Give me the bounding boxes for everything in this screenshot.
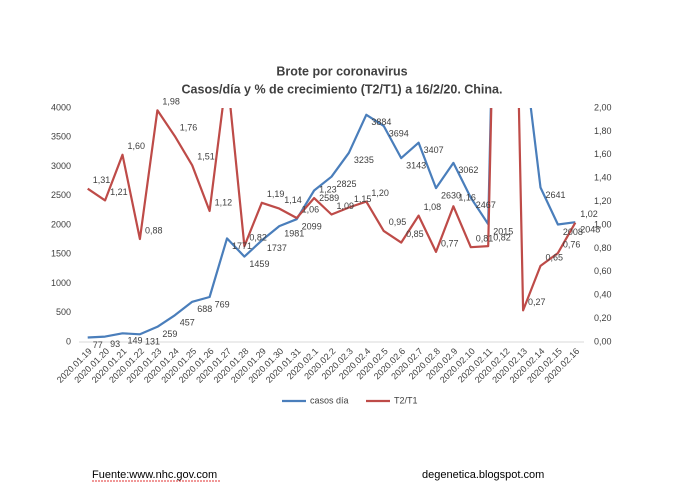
data-label: 1,14 xyxy=(284,195,302,205)
data-label: 1459 xyxy=(249,259,269,269)
data-label: 1737 xyxy=(267,243,287,253)
y2-tick-label: 0,60 xyxy=(594,266,612,276)
data-label: 1,98 xyxy=(162,97,180,107)
plot-area xyxy=(87,108,577,339)
data-label: 1,31 xyxy=(93,175,111,185)
data-label: 1,60 xyxy=(128,141,146,151)
data-label: 2825 xyxy=(337,179,357,189)
data-label: 1,76 xyxy=(180,122,198,132)
y-tick-label: 2000 xyxy=(51,219,71,229)
data-label: 1,51 xyxy=(197,152,215,162)
data-label: 1,02 xyxy=(580,209,598,219)
chart-subtitle: Casos/día y % de crecimiento (T2/T1) a 1… xyxy=(182,82,503,96)
legend-label: casos día xyxy=(310,395,349,405)
data-label: 1,16 xyxy=(458,193,476,203)
data-label: 688 xyxy=(197,304,212,314)
data-label: 2589 xyxy=(319,193,339,203)
y2-tick-label: 0,00 xyxy=(594,336,612,346)
data-label: 2008 xyxy=(563,227,583,237)
data-label: 0,95 xyxy=(389,217,407,227)
data-label: 2048 xyxy=(580,225,600,235)
y-tick-label: 3000 xyxy=(51,161,71,171)
data-label: 2630 xyxy=(441,191,461,201)
data-label: 0,77 xyxy=(441,238,459,248)
data-label: 1,15 xyxy=(354,194,372,204)
series-line xyxy=(87,108,576,339)
data-label: 3235 xyxy=(354,155,374,165)
y2-tick-label: 1,20 xyxy=(594,196,612,206)
y2-tick-label: 1,40 xyxy=(594,173,612,183)
data-label: 457 xyxy=(180,318,195,328)
data-label: 769 xyxy=(215,299,230,309)
data-label: 1,12 xyxy=(215,197,233,207)
data-label: 0,76 xyxy=(563,239,581,249)
data-label: 0,85 xyxy=(406,229,424,239)
data-label: 1771 xyxy=(232,241,252,251)
credit: degenetica.blogspot.com xyxy=(422,469,544,481)
data-label: 0,88 xyxy=(145,225,163,235)
y-tick-label: 0 xyxy=(66,336,71,346)
data-label: 1,20 xyxy=(371,188,389,198)
data-label: 131 xyxy=(145,337,160,347)
data-label: 149 xyxy=(128,336,143,346)
data-label: 1,19 xyxy=(267,189,285,199)
y2-tick-label: 0,20 xyxy=(594,313,612,323)
y-tick-label: 2500 xyxy=(51,190,71,200)
data-label: 77 xyxy=(93,340,103,350)
data-label: 0,81 xyxy=(476,234,494,244)
data-label: 0,82 xyxy=(493,232,511,242)
data-label: 259 xyxy=(162,329,177,339)
y2-tick-label: 1,60 xyxy=(594,149,612,159)
data-label: 0,27 xyxy=(528,297,546,307)
data-label: 1,09 xyxy=(337,201,355,211)
data-label: 2099 xyxy=(302,222,322,232)
data-label: 3062 xyxy=(458,165,478,175)
y-tick-label: 4000 xyxy=(51,102,71,112)
data-label: 3884 xyxy=(371,117,391,127)
data-label: 1981 xyxy=(284,228,304,238)
y-tick-label: 500 xyxy=(56,307,71,317)
y-tick-label: 1000 xyxy=(51,278,71,288)
y2-tick-label: 0,40 xyxy=(594,290,612,300)
data-label: 2015 xyxy=(493,226,513,236)
y-tick-label: 3500 xyxy=(51,132,71,142)
data-label: 3143 xyxy=(406,161,426,171)
source: Fuente:www.nhc.gov.com xyxy=(92,469,217,481)
data-label: 1,21 xyxy=(110,187,128,197)
data-label: 93 xyxy=(110,339,120,349)
data-label: 3407 xyxy=(424,145,444,155)
y2-tick-label: 2,00 xyxy=(594,102,612,112)
y2-tick-label: 1,80 xyxy=(594,126,612,136)
y-tick-label: 1500 xyxy=(51,249,71,259)
data-label: 2467 xyxy=(476,200,496,210)
data-label: 3694 xyxy=(389,128,409,138)
data-label: 1,23 xyxy=(319,184,337,194)
data-label: 0,65 xyxy=(545,252,563,262)
legend-label: T2/T1 xyxy=(394,395,418,405)
data-label: 0,82 xyxy=(249,232,267,242)
chart-title: Brote por coronavirus xyxy=(276,64,407,78)
data-label: 2641 xyxy=(545,190,565,200)
y2-tick-label: 1,00 xyxy=(594,219,612,229)
y2-tick-label: 0,80 xyxy=(594,243,612,253)
data-label: 1,08 xyxy=(424,202,442,212)
series-line xyxy=(87,108,577,312)
data-label: 1,06 xyxy=(302,204,320,214)
